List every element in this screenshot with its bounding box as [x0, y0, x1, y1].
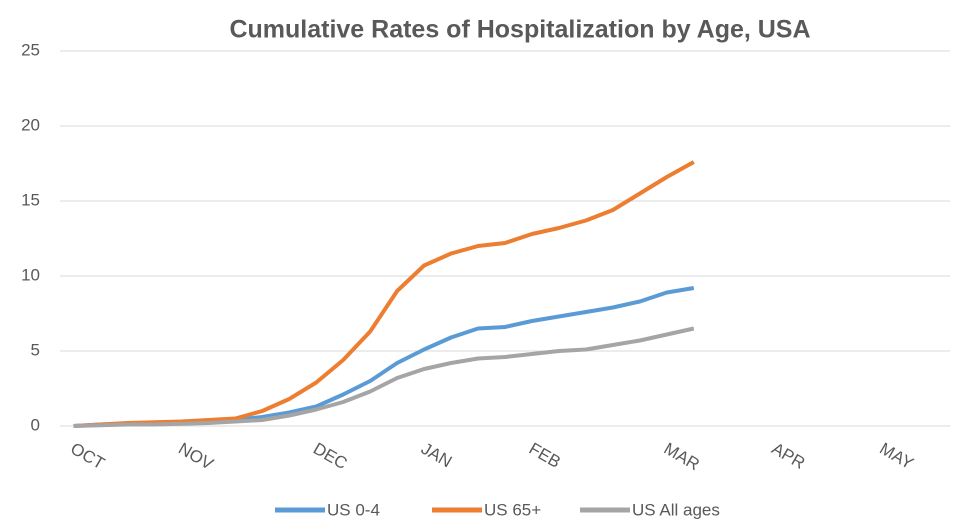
legend-label: US 65+	[484, 500, 541, 519]
x-tick-label: FEB	[526, 439, 564, 472]
legend-label: US 0-4	[327, 500, 380, 519]
x-tick-label: OCT	[67, 439, 108, 473]
y-tick-label: 5	[31, 340, 40, 359]
y-tick-label: 0	[31, 415, 40, 434]
x-tick-label: MAR	[661, 439, 703, 474]
x-tick-label: DEC	[310, 439, 351, 473]
y-tick-label: 25	[21, 40, 40, 59]
x-tick-label: JAN	[418, 439, 455, 472]
series-line	[73, 160, 695, 428]
y-tick-label: 20	[21, 115, 40, 134]
y-tick-label: 10	[21, 265, 40, 284]
series-line	[73, 326, 695, 428]
y-tick-label: 15	[21, 190, 40, 209]
x-tick-label: APR	[768, 439, 808, 473]
x-tick-label: MAY	[876, 439, 916, 473]
x-tick-label: NOV	[175, 439, 217, 474]
chart-title: Cumulative Rates of Hospitalization by A…	[229, 16, 810, 44]
legend-label: US All ages	[632, 500, 720, 519]
